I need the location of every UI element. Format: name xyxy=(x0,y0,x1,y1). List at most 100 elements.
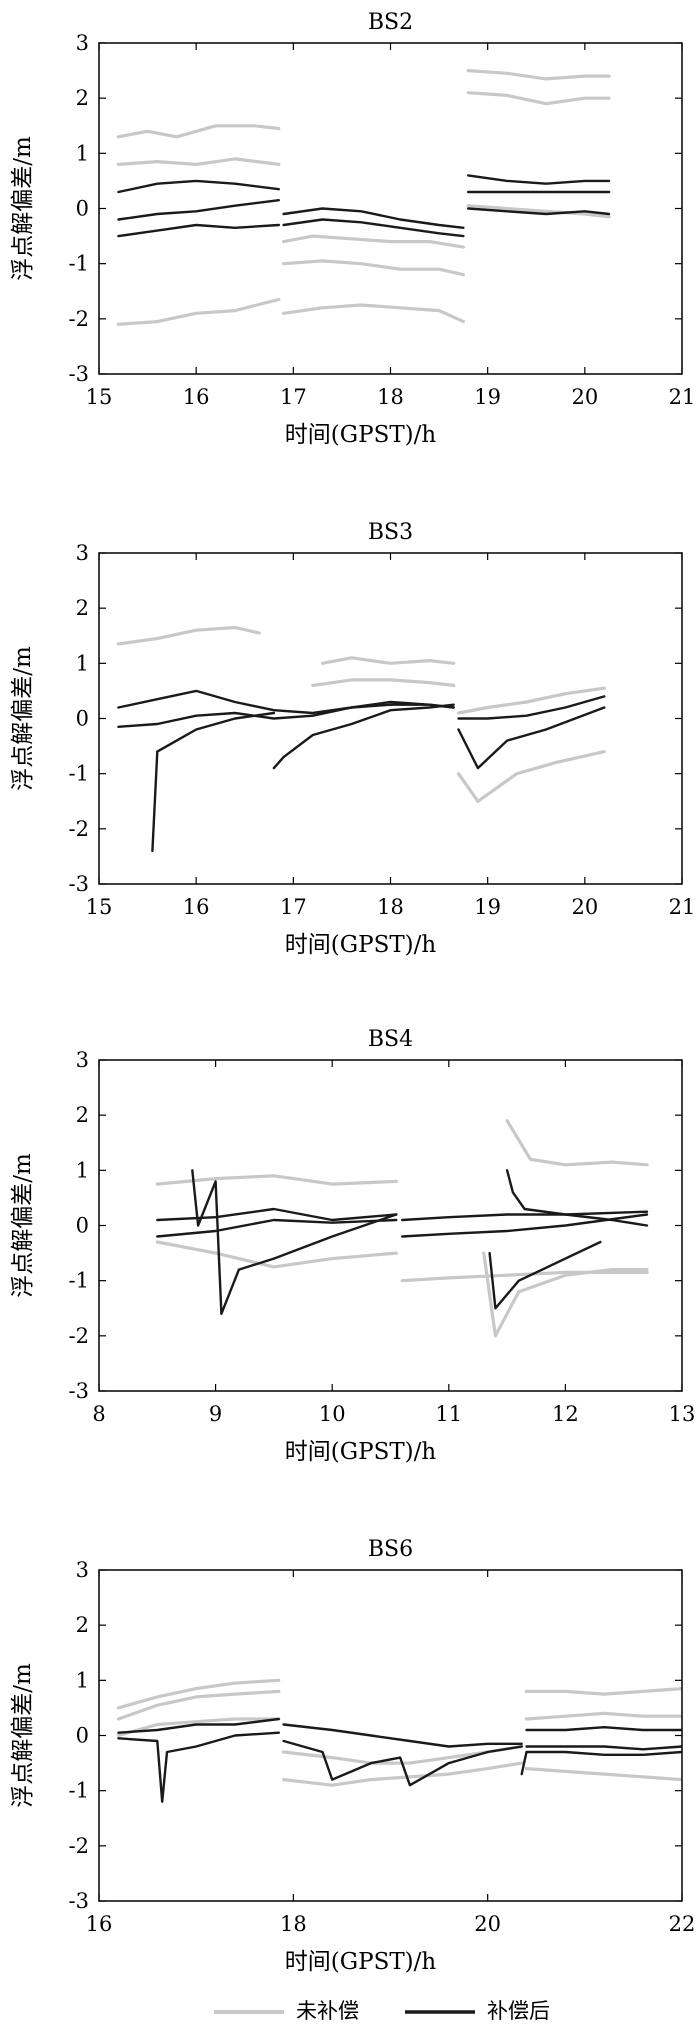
x-tick-label: 16 xyxy=(183,895,210,919)
y-tick-label: -3 xyxy=(69,362,89,386)
series-line-uncompensated xyxy=(155,1174,398,1186)
series-line-compensated xyxy=(457,695,606,720)
x-axis-label: 时间(GPST)/h xyxy=(285,1949,437,1975)
y-axis-label: 浮点解偏差/m xyxy=(10,1663,36,1808)
legend-item: 补偿后 xyxy=(405,1999,550,2023)
series-line-compensated xyxy=(282,1723,523,1748)
x-tick-label: 19 xyxy=(474,895,501,919)
series-group xyxy=(155,1119,649,1338)
series-line-uncompensated xyxy=(116,1689,281,1721)
chart-title: BS3 xyxy=(368,520,413,545)
series-line-compensated xyxy=(272,703,455,770)
y-tick-label: -3 xyxy=(69,872,89,896)
y-tick-label: -1 xyxy=(69,1779,89,1803)
series-line-compensated xyxy=(117,223,280,238)
series-line-compensated xyxy=(117,689,455,715)
series-line-compensated xyxy=(505,1169,649,1227)
series-line-compensated xyxy=(520,1750,682,1776)
series-line-compensated xyxy=(282,1739,523,1787)
series-line-uncompensated xyxy=(400,1270,649,1283)
chart-title: BS2 xyxy=(368,10,413,35)
series-line-uncompensated xyxy=(116,1678,281,1710)
y-tick-label: 0 xyxy=(76,1214,89,1238)
legend: 未补偿 补偿后 xyxy=(214,1999,550,2023)
chart-panel: BS6 16 18 20 22 -3 -2 -1 0 1 2 3 时间(GPST)/h 浮点解偏差/m xyxy=(10,1537,695,1975)
y-tick-label: 2 xyxy=(76,86,89,110)
x-tick-label: 10 xyxy=(319,1402,346,1426)
series-line-compensated xyxy=(282,218,465,238)
series-line-compensated xyxy=(401,1213,649,1238)
y-tick-label: 2 xyxy=(76,1103,89,1127)
series-line-compensated xyxy=(282,207,465,230)
y-tick-label: 1 xyxy=(76,651,89,675)
y-tick-label: -1 xyxy=(69,1269,89,1293)
y-axis-label: 浮点解偏差/m xyxy=(10,1153,36,1298)
y-tick-label: 0 xyxy=(76,1724,89,1748)
x-axis-label: 时间(GPST)/h xyxy=(285,422,437,448)
series-line-uncompensated xyxy=(466,204,611,219)
y-tick-label: 3 xyxy=(76,1558,89,1582)
series-line-compensated xyxy=(488,1240,602,1310)
series-line-compensated xyxy=(525,1745,682,1751)
series-line-compensated xyxy=(117,1731,280,1803)
x-tick-label: 20 xyxy=(571,895,598,919)
series-line-compensated xyxy=(457,706,606,770)
x-tick-label: 18 xyxy=(377,895,404,919)
x-axis-label: 时间(GPST)/h xyxy=(285,932,437,958)
series-line-uncompensated xyxy=(311,678,456,688)
series-line-uncompensated xyxy=(282,234,465,249)
plot-frame xyxy=(98,1059,683,1392)
y-tick-label: -2 xyxy=(69,817,89,841)
series-line-compensated xyxy=(117,198,280,221)
x-tick-label: 16 xyxy=(86,1912,113,1936)
series-group xyxy=(116,68,611,326)
plot-frame xyxy=(98,1569,683,1902)
legend-item: 未补偿 xyxy=(214,1999,359,2023)
x-tick-label: 17 xyxy=(280,385,307,409)
series-line-uncompensated xyxy=(466,91,611,106)
series-line-compensated xyxy=(401,1210,649,1222)
x-tick-label: 21 xyxy=(669,385,696,409)
x-tick-label: 17 xyxy=(280,895,307,919)
x-axis-label: 时间(GPST)/h xyxy=(285,1439,437,1465)
y-axis-label: 浮点解偏差/m xyxy=(10,136,36,281)
series-line-uncompensated xyxy=(456,749,606,803)
x-tick-label: 15 xyxy=(86,895,113,919)
series-line-uncompensated xyxy=(282,1761,524,1787)
y-tick-label: 1 xyxy=(76,1668,89,1692)
chart-title: BS6 xyxy=(368,1537,413,1562)
y-tick-label: 2 xyxy=(76,596,89,620)
series-line-compensated xyxy=(467,174,611,185)
series-line-uncompensated xyxy=(320,656,456,665)
series-line-uncompensated xyxy=(116,1717,281,1738)
series-line-compensated xyxy=(191,1169,398,1316)
legend-label: 补偿后 xyxy=(487,1999,550,2023)
series-line-uncompensated xyxy=(282,1744,524,1765)
x-tick-label: 18 xyxy=(377,385,404,409)
y-tick-label: 3 xyxy=(76,541,89,565)
series-line-uncompensated xyxy=(524,1686,682,1696)
x-tick-label: 20 xyxy=(474,1912,501,1936)
y-tick-label: -1 xyxy=(69,252,89,276)
y-tick-label: 3 xyxy=(76,31,89,55)
y-tick-label: 3 xyxy=(76,1048,89,1072)
series-line-uncompensated xyxy=(116,625,261,646)
series-line-uncompensated xyxy=(505,1119,649,1167)
series-line-uncompensated xyxy=(282,259,465,277)
y-axis-label: 浮点解偏差/m xyxy=(10,646,36,791)
series-line-uncompensated xyxy=(466,68,611,81)
series-group xyxy=(116,625,606,853)
y-tick-label: -3 xyxy=(69,1379,89,1403)
y-tick-label: 1 xyxy=(76,1158,89,1182)
series-line-uncompensated xyxy=(116,297,281,326)
series-line-compensated xyxy=(151,711,276,853)
series-line-uncompensated xyxy=(524,1711,682,1721)
series-line-uncompensated xyxy=(482,1251,649,1338)
y-tick-label: -2 xyxy=(69,1834,89,1858)
series-line-compensated xyxy=(117,179,280,194)
series-line-compensated xyxy=(525,1725,682,1732)
series-line-uncompensated xyxy=(116,124,281,139)
chart-panel: BS3 15 16 17 18 19 20 21 -3 -2 -1 0 1 2 3 时间(GPST)/h 浮点解… xyxy=(10,520,695,958)
y-tick-label: 1 xyxy=(76,141,89,165)
